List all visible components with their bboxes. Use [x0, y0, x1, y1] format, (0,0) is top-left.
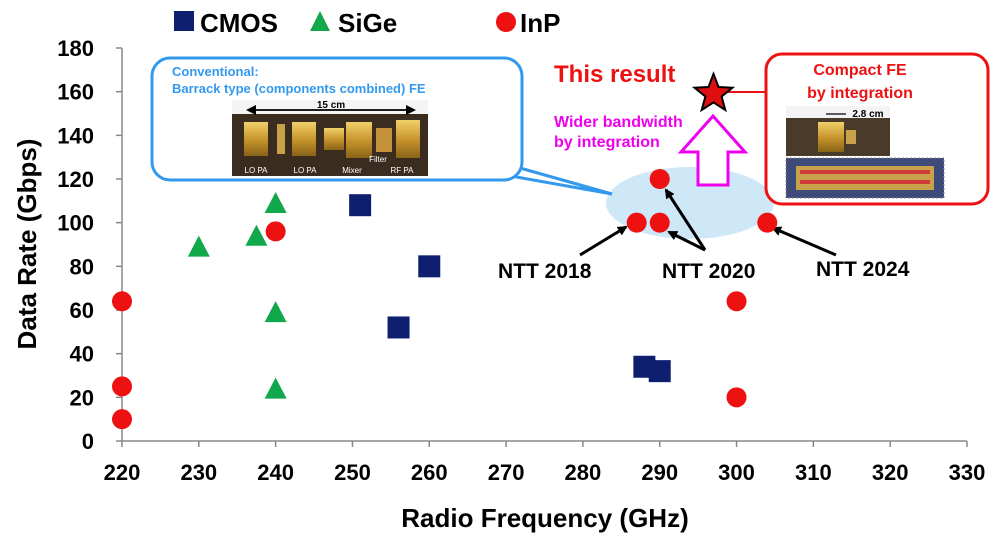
conventional-part-lo-pa-2: LO PA — [294, 166, 318, 175]
data-point-inp — [726, 387, 747, 408]
data-point-sige — [264, 301, 287, 323]
callout-arrows — [579, 188, 837, 257]
y-tick-label: 100 — [57, 211, 94, 236]
wider-bandwidth-arrow — [677, 113, 749, 187]
legend-marker-cmos — [174, 11, 194, 31]
conventional-part-filter: Filter — [369, 155, 387, 164]
y-tick-label: 140 — [57, 123, 94, 148]
y-tick-label: 20 — [70, 385, 94, 410]
conventional-callout: Conventional: Barrack type (components c… — [150, 56, 613, 196]
data-point-inp — [649, 212, 670, 233]
x-tick-label: 300 — [718, 460, 755, 485]
data-point-sige — [187, 235, 210, 257]
y-tick-label: 60 — [70, 298, 94, 323]
data-point-sige — [264, 192, 287, 214]
data-point-cmos — [418, 255, 441, 278]
compact-callout: Compact FE by integration 2.8 cm — [726, 52, 990, 206]
arrow-ntt-2020-a — [667, 230, 706, 252]
compact-subtitle: by integration — [807, 85, 913, 102]
y-tick-label: 180 — [57, 36, 94, 61]
legend-label-inp: InP — [520, 8, 560, 38]
y-ticks: 0 20 40 60 80 100 120 140 160 180 — [57, 36, 122, 454]
data-point-inp — [726, 291, 747, 312]
x-tick-label: 220 — [104, 460, 141, 485]
conventional-part-mixer: Mixer — [342, 166, 362, 175]
data-point-sige — [245, 224, 268, 246]
data-point-inp — [757, 212, 778, 233]
data-point-cmos — [648, 360, 671, 383]
arrow-ntt-2018 — [579, 225, 628, 257]
data-point-inp — [265, 221, 286, 242]
data-points — [112, 71, 778, 430]
y-tick-label: 120 — [57, 167, 94, 192]
data-point-cmos — [349, 194, 372, 217]
x-tick-label: 320 — [872, 460, 909, 485]
label-ntt-2018: NTT 2018 — [498, 260, 592, 283]
compact-title: Compact FE — [813, 62, 907, 79]
legend-label-cmos: CMOS — [200, 8, 278, 38]
y-tick-label: 0 — [82, 429, 94, 454]
x-tick-label: 270 — [488, 460, 525, 485]
x-tick-label: 240 — [257, 460, 294, 485]
conventional-part-rf-pa: RF PA — [391, 166, 415, 175]
conventional-scale: 15 cm — [317, 100, 345, 111]
data-point-inp — [626, 212, 647, 233]
arrow-ntt-2024 — [771, 226, 837, 257]
data-point-sige — [264, 377, 287, 399]
y-tick-label: 160 — [57, 80, 94, 105]
data-point-cmos — [387, 316, 410, 339]
legend: CMOS SiGe InP — [174, 8, 560, 38]
x-tick-label: 260 — [411, 460, 448, 485]
data-point-inp — [649, 169, 670, 189]
compact-scale: 2.8 cm — [852, 109, 883, 120]
data-point-inp — [112, 409, 132, 430]
y-tick-label: 40 — [70, 342, 94, 367]
highlight-ellipse — [606, 167, 774, 239]
legend-label-sige: SiGe — [338, 8, 397, 38]
legend-marker-inp — [496, 12, 516, 32]
legend-marker-sige — [310, 11, 330, 31]
y-axis-title: Data Rate (Gbps) — [12, 139, 42, 350]
label-ntt-2024: NTT 2024 — [816, 258, 910, 281]
conventional-subtitle: Barrack type (components combined) FE — [172, 81, 426, 96]
x-tick-label: 310 — [795, 460, 832, 485]
arrow-ntt-2020-b — [664, 188, 707, 251]
data-point-inp — [112, 376, 132, 397]
wider-bandwidth-line1: Wider bandwidth — [554, 114, 683, 131]
label-ntt-2020: NTT 2020 — [662, 260, 755, 283]
conventional-title: Conventional: — [172, 64, 259, 79]
y-tick-label: 80 — [70, 254, 94, 279]
data-point-this-result-star — [691, 71, 736, 113]
conventional-part-lo-pa-1: LO PA — [245, 166, 269, 175]
x-tick-label: 280 — [565, 460, 602, 485]
x-axis-title: Radio Frequency (GHz) — [401, 503, 688, 533]
x-tick-label: 230 — [180, 460, 217, 485]
this-result-label: This result — [554, 61, 675, 88]
x-tick-label: 290 — [641, 460, 678, 485]
axes: 220 230 240 250 260 270 280 290 300 310 320 330 0 20… — [57, 36, 985, 485]
x-ticks: 220 230 240 250 260 270 280 290 300 310 320 330 — [104, 441, 986, 485]
conventional-callout-tail — [504, 166, 613, 196]
compact-photo: 2.8 cm — [785, 106, 945, 199]
wider-bandwidth-line2: by integration — [554, 134, 660, 151]
conventional-photo: 15 cm LO PA LO PA Mixer Filter RF PA — [232, 100, 428, 176]
x-tick-label: 250 — [334, 460, 371, 485]
data-point-inp — [112, 291, 132, 312]
x-tick-label: 330 — [949, 460, 986, 485]
